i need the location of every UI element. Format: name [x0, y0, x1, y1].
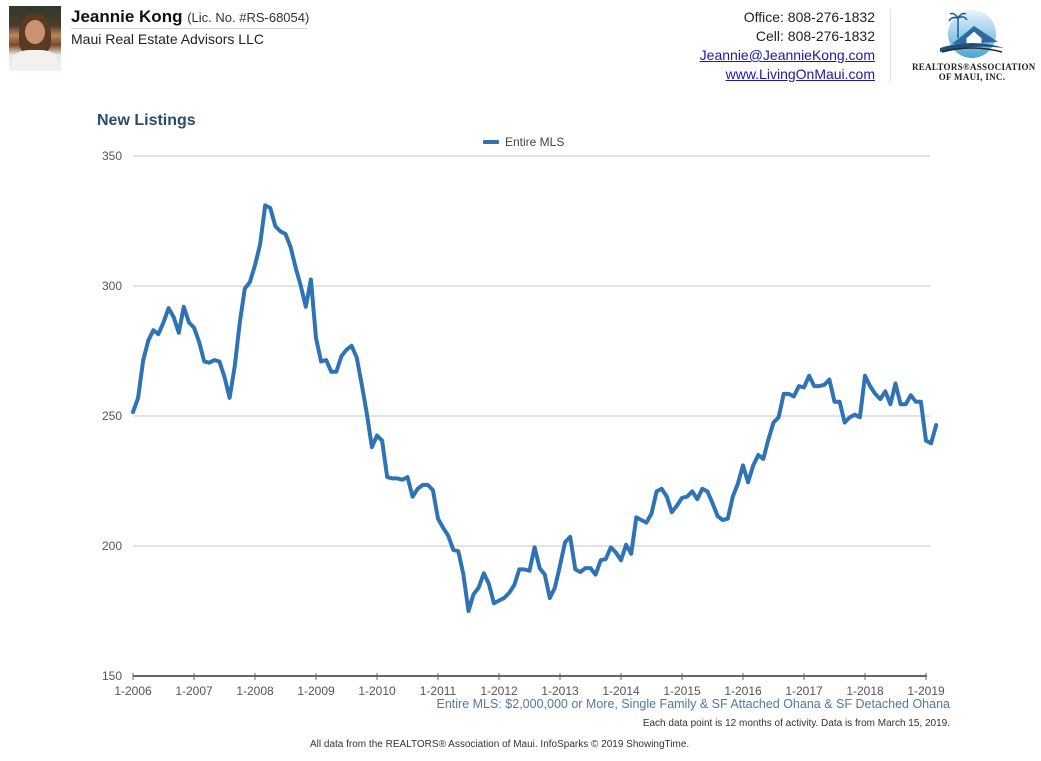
x-tick-label: 1-2013: [541, 684, 579, 698]
source-footer: All data from the REALTORS® Association …: [310, 739, 690, 750]
x-tick-label: 1-2019: [907, 684, 945, 698]
x-axis: 1-2006 1-2007 1-2008 1-2009 1-2010 1-2011 1-20…: [114, 673, 945, 698]
x-tick-label: 1-2012: [480, 684, 518, 698]
series-layer: [131, 203, 939, 613]
x-tick-label: 1-2006: [114, 684, 152, 698]
header-divider: [890, 10, 891, 82]
x-tick-label: 1-2016: [724, 684, 762, 698]
agent-name: Jeannie Kong: [71, 7, 183, 26]
agent-photo-shirt: [13, 50, 57, 71]
chart-subtitle-note: Entire MLS: $2,000,000 or More, Single F…: [436, 697, 950, 711]
y-tick-label: 150: [102, 669, 122, 683]
chart-legend[interactable]: Entire MLS: [483, 135, 564, 149]
y-tick-label: 300: [102, 279, 122, 293]
office-phone: Office: 808-276-1832: [743, 9, 875, 25]
x-tick-label: 1-2017: [785, 684, 823, 698]
agent-company: Maui Real Estate Advisors LLC: [71, 31, 264, 47]
website-link[interactable]: www.LivingOnMaui.com: [725, 66, 875, 82]
email-link[interactable]: Jeannie@JeannieKong.com: [699, 47, 875, 63]
y-tick-label: 200: [102, 539, 122, 553]
legend-swatch: [483, 140, 499, 144]
agent-photo: [9, 6, 61, 71]
x-tick-label: 1-2011: [420, 684, 457, 698]
agent-name-block: Jeannie Kong (Lic. No. #RS-68054): [71, 7, 309, 27]
gridlines: [133, 155, 930, 547]
cell-phone: Cell: 808-276-1832: [755, 28, 875, 44]
y-tick-label: 250: [102, 409, 122, 423]
chart-title: New Listings: [97, 112, 196, 129]
y-tick-label: 350: [102, 149, 122, 163]
x-tick-label: 1-2008: [236, 684, 274, 698]
x-tick-label: 1-2018: [846, 684, 884, 698]
logo-icon: [940, 10, 1004, 58]
x-tick-label: 1-2007: [175, 684, 213, 698]
agent-license: (Lic. No. #RS-68054): [187, 10, 310, 25]
agent-photo-face: [25, 20, 45, 44]
legend-label: Entire MLS: [505, 135, 565, 149]
x-tick-label: 1-2015: [663, 684, 701, 698]
x-tick-label: 1-2014: [602, 684, 640, 698]
y-axis-ticks: 150 200 250 300 350: [102, 149, 122, 683]
realtors-association-logo: REALTORS®ASSOCIATION OF MAUI, INC.: [912, 8, 1036, 88]
logo-text: REALTORS®ASSOCIATION OF MAUI, INC.: [912, 62, 1036, 82]
contact-block: Office: 808-276-1832 Cell: 808-276-1832 …: [700, 8, 875, 84]
agent-divider: [71, 28, 307, 29]
logo-text-line2: OF MAUI, INC.: [938, 72, 1006, 82]
x-tick-label: 1-2009: [297, 684, 335, 698]
logo-text-line1: REALTORS®ASSOCIATION: [912, 62, 1036, 72]
data-note: Each data point is 12 months of activity…: [642, 718, 950, 729]
series-line-entire-mls: [131, 203, 939, 613]
x-tick-label: 1-2010: [358, 684, 396, 698]
